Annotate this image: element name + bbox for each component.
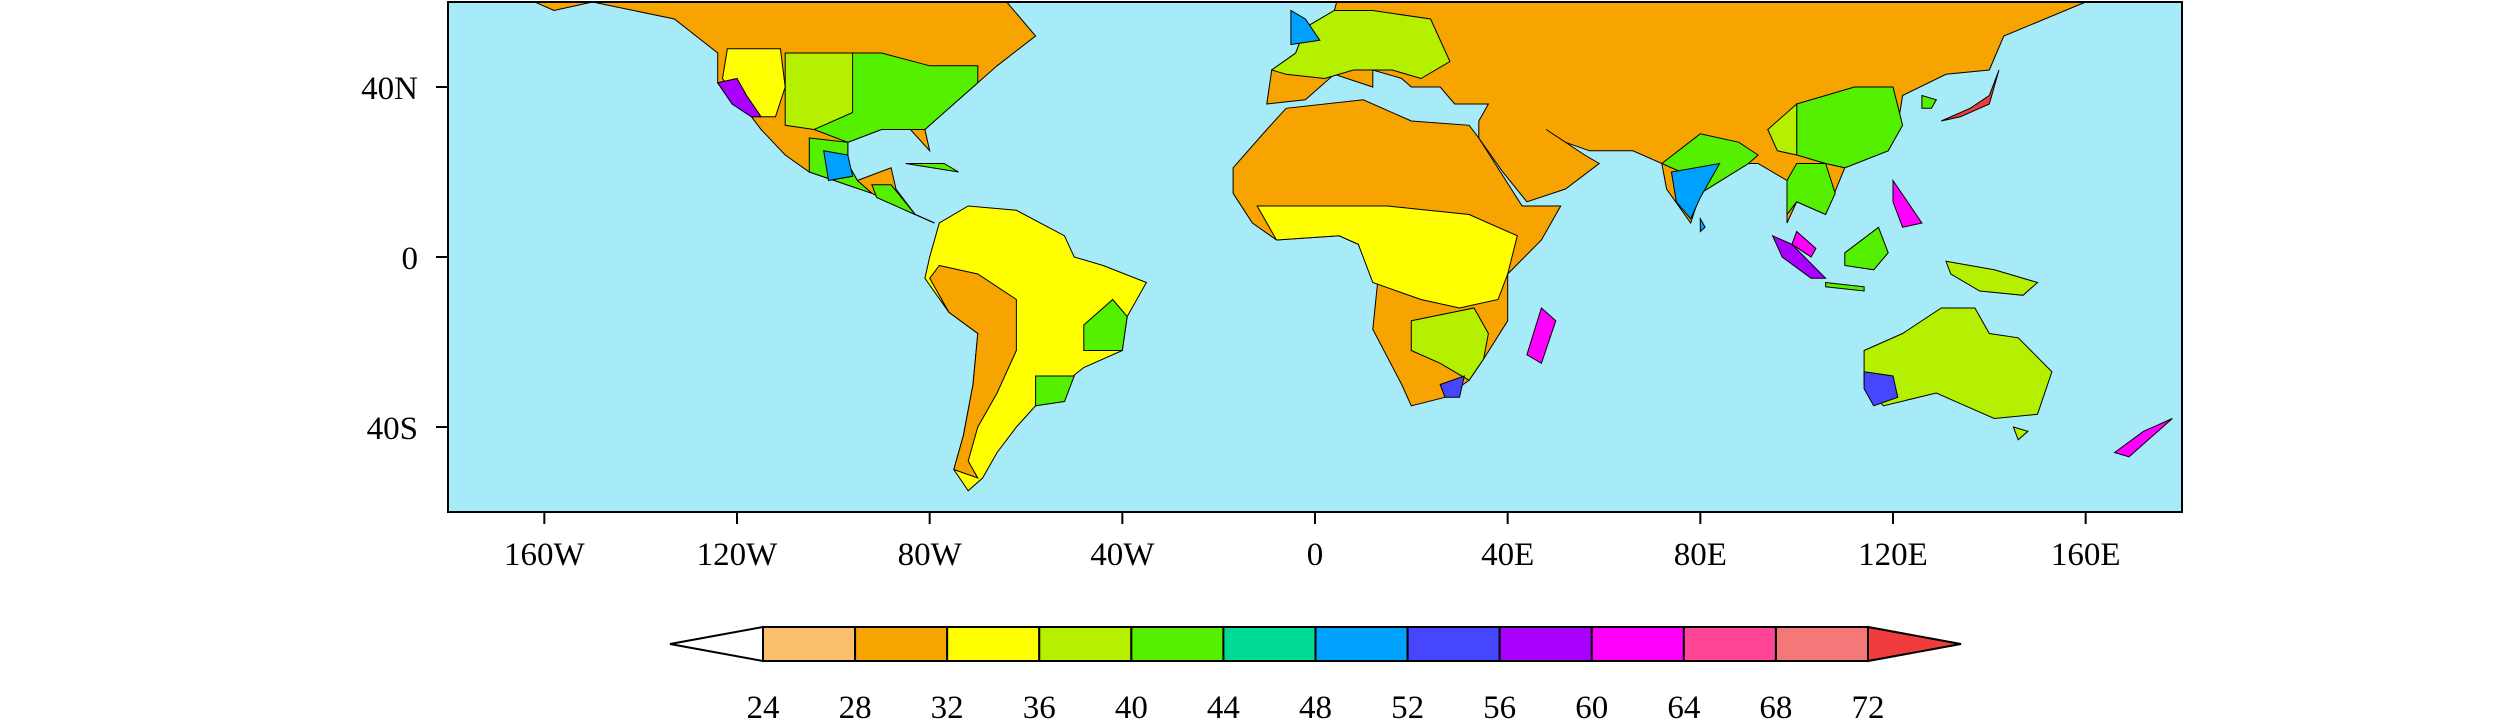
y-axis-ticks: 40N 0 40S [361, 71, 448, 447]
region-sa-orange-west [929, 264, 1017, 479]
colorbar-label: 72 [1852, 690, 1885, 726]
land-regions [533, 2, 2173, 492]
region-madagascar [1526, 307, 1557, 365]
colorbar-segment [1222, 626, 1317, 662]
region-korea [1921, 94, 1938, 109]
region-indochina [1786, 163, 1836, 216]
region-us-yellow [784, 52, 854, 131]
region-mexico-blue [823, 150, 854, 182]
colorbar-segment [854, 626, 949, 662]
y-tick-label: 40N [361, 71, 418, 107]
region-malaysia [1791, 230, 1817, 258]
colorbar-label: 40 [1115, 690, 1148, 726]
region-japan [1940, 69, 2000, 122]
region-new-guinea [1945, 260, 2039, 296]
colorbar-segment [1038, 626, 1133, 662]
colorbar-label: 56 [1483, 690, 1516, 726]
region-australia [1863, 307, 2053, 420]
colorbar-label: 36 [1023, 690, 1056, 726]
x-tick-label: 160E [2051, 537, 2121, 573]
region-sri-lanka [1699, 216, 1706, 233]
x-tick-label: 160W [504, 537, 586, 573]
region-uk [1290, 9, 1321, 46]
colorbar-segment [946, 626, 1041, 662]
x-tick-label: 40W [1090, 537, 1155, 573]
region-us-green [813, 52, 979, 143]
y-tick-label: 40S [367, 411, 418, 447]
colorbar-segment [1406, 626, 1501, 662]
colorbar-low-arrow [669, 625, 764, 663]
region-australia-blue [1863, 371, 1899, 407]
region-africa-yellow [1256, 205, 1518, 309]
region-java [1825, 281, 1865, 292]
x-axis-ticks: 160W 120W 80W 40W 0 40E 80E 120E 160E [504, 512, 2121, 573]
colorbar-segment [762, 626, 857, 662]
region-china-green [1796, 86, 1904, 169]
region-eurasia [1266, 2, 2089, 225]
colorbar-segment [1498, 626, 1593, 662]
colorbar-label: 68 [1759, 690, 1792, 726]
region-philippines [1892, 178, 1923, 228]
region-california [716, 77, 763, 118]
colorbar-label: 60 [1575, 690, 1608, 726]
region-india-blue [1670, 162, 1721, 220]
region-new-zealand [2113, 418, 2173, 458]
colorbar-segment [1682, 626, 1777, 662]
colorbar-high-arrow [1867, 625, 1962, 663]
colorbar-segment [1590, 626, 1685, 662]
colorbar: 24 28 32 36 40 44 48 52 56 60 64 68 72 [669, 625, 1962, 726]
region-sa-green-east [1083, 298, 1128, 351]
region-central-america [871, 184, 935, 224]
x-tick-label: 120W [697, 537, 779, 573]
x-tick-label: 120E [1858, 537, 1928, 573]
x-tick-label: 80E [1674, 537, 1727, 573]
colorbar-label: 48 [1299, 690, 1332, 726]
region-south-africa-blue [1439, 375, 1465, 398]
x-tick-label: 40E [1481, 537, 1534, 573]
region-sa-green-south [1035, 375, 1075, 407]
region-cuba [905, 163, 959, 173]
colorbar-segment [1314, 626, 1409, 662]
region-borneo [1844, 226, 1889, 271]
region-africa-green [1410, 307, 1489, 381]
colorbar-segment [1774, 626, 1869, 662]
x-tick-label: 0 [1307, 537, 1324, 573]
region-sumatra [1771, 234, 1827, 279]
colorbar-label: 44 [1207, 690, 1240, 726]
colorbar-label: 64 [1667, 690, 1700, 726]
colorbar-label: 32 [931, 690, 964, 726]
colorbar-segment [1130, 626, 1225, 662]
colorbar-label: 28 [839, 690, 872, 726]
colorbar-label: 24 [747, 690, 780, 726]
region-china-yellow [1767, 102, 1798, 156]
x-tick-label: 80W [898, 537, 963, 573]
colorbar-label: 52 [1391, 690, 1424, 726]
region-tasmania [2012, 426, 2029, 441]
y-tick-label: 0 [402, 241, 419, 277]
